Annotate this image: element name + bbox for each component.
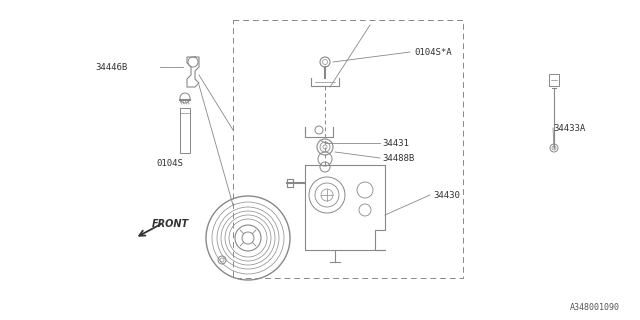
Text: 0104S*A: 0104S*A	[414, 47, 452, 57]
Text: 34430: 34430	[433, 190, 460, 199]
Text: 34431: 34431	[382, 139, 409, 148]
Bar	[180, 108, 190, 153]
Bar	[549, 74, 559, 86]
Text: FRONT: FRONT	[152, 219, 189, 229]
Text: 0104S: 0104S	[157, 158, 184, 167]
Bar	[233, 20, 463, 278]
Text: A348001090: A348001090	[570, 303, 620, 312]
Text: 34446B: 34446B	[95, 62, 127, 71]
Text: 34433A: 34433A	[553, 124, 585, 132]
Text: 34488B: 34488B	[382, 154, 414, 163]
